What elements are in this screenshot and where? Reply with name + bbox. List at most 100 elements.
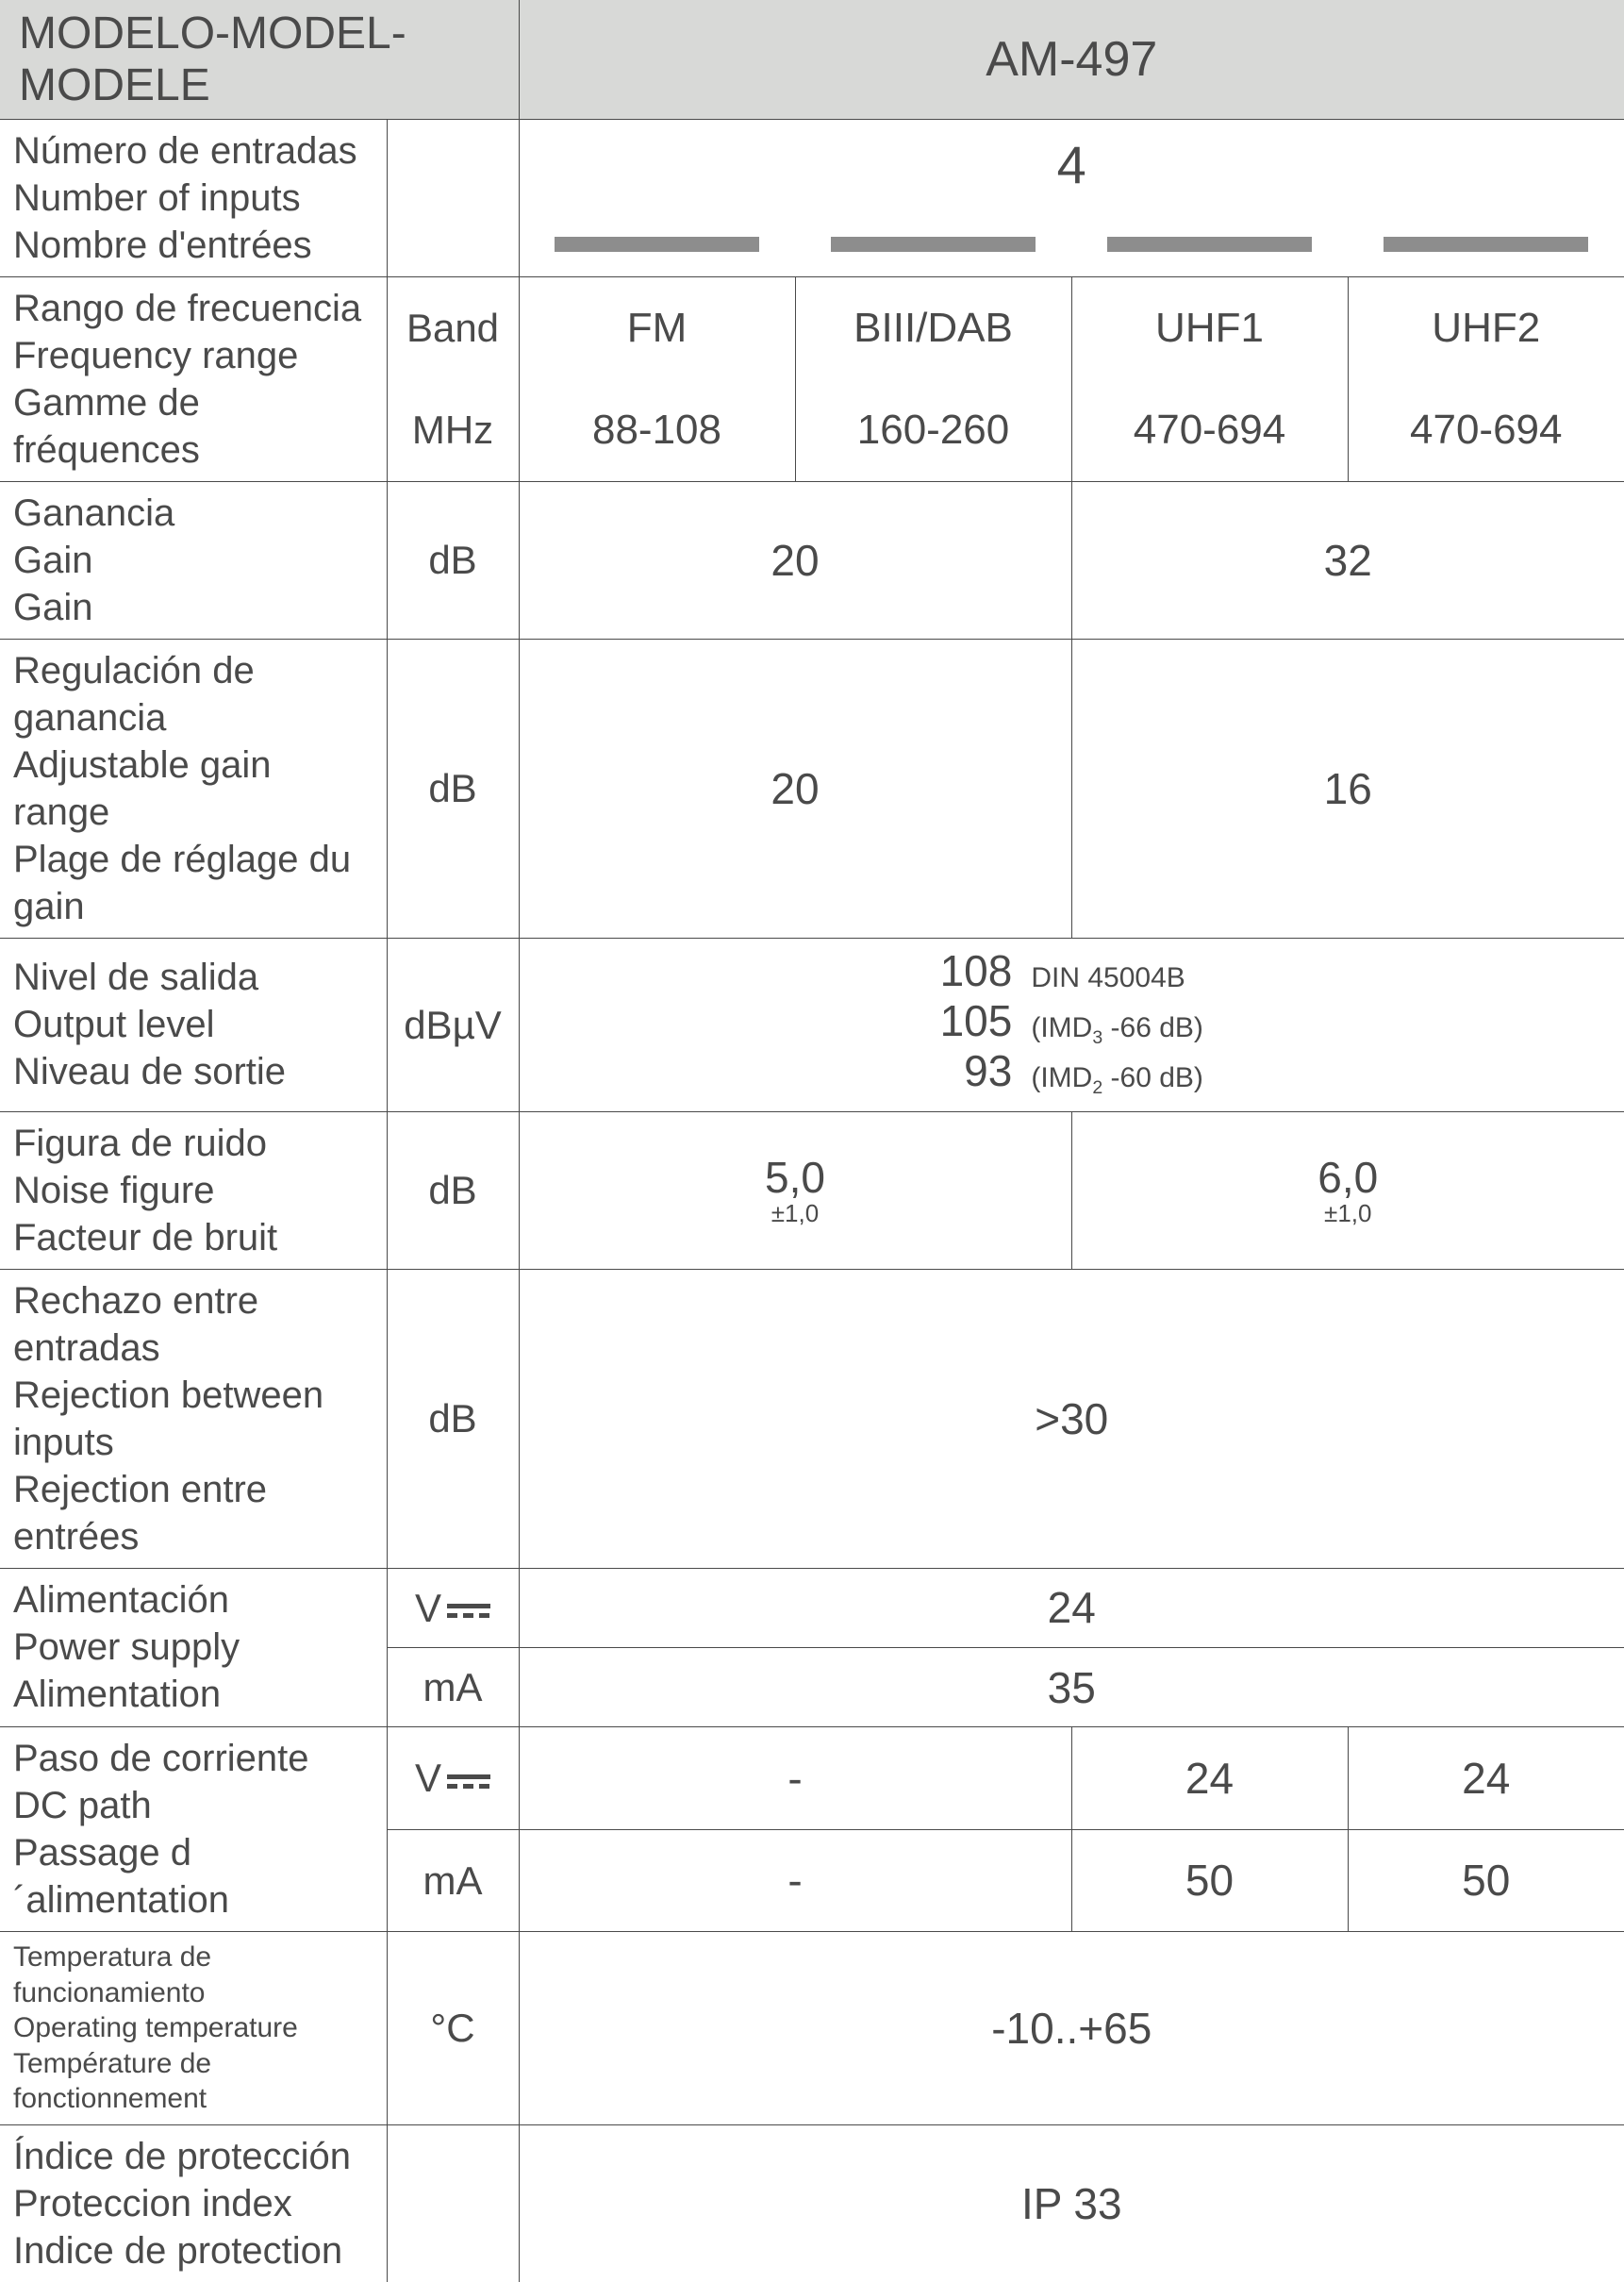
label-es: Rango de frecuencia: [13, 288, 361, 329]
row-adjgain: Regulación de ganancia Adjustable gain r…: [0, 640, 1624, 939]
label-fr: Gamme de fréquences: [13, 382, 200, 471]
unit-power-v: V: [387, 1568, 519, 1647]
label-en: Operating temperature: [13, 2012, 298, 2043]
label-noise: Figura de ruido Noise figure Facteur de …: [0, 1111, 387, 1269]
value-inputs: 4: [519, 120, 1624, 209]
label-es: Regulación de ganancia: [13, 650, 255, 739]
label-fr: Rejection entre entrées: [13, 1469, 267, 1557]
label-es: Paso de corriente: [13, 1738, 309, 1779]
unit-rejection: dB: [387, 1269, 519, 1568]
unit-dc-v: V: [387, 1727, 519, 1830]
out-t1: DIN 45004B: [1031, 962, 1185, 993]
label-dc: Paso de corriente DC path Passage d´alim…: [0, 1727, 387, 1932]
spec-table: MODELO-MODEL-MODELE AM-497 Número de ent…: [0, 0, 1624, 2282]
dc-ma-b3: 50: [1348, 1829, 1624, 1932]
label-es: Temperatura de funcionamiento: [13, 1941, 211, 2008]
label-en: Proteccion index: [13, 2183, 292, 2224]
band-dab: BIII/DAB: [795, 277, 1071, 380]
bar-2: [795, 209, 1071, 277]
label-fr: Plage de réglage du gain: [13, 839, 351, 927]
unit-power-ma: mA: [387, 1647, 519, 1726]
mhz-uhf2: 470-694: [1348, 379, 1624, 482]
label-en: Number of inputs: [13, 177, 301, 219]
unit-protection: [387, 2124, 519, 2282]
bar-4: [1348, 209, 1624, 277]
noise-left: 5,0 ±1,0: [519, 1111, 1071, 1269]
row-noise: Figura de ruido Noise figure Facteur de …: [0, 1111, 1624, 1269]
gain-right: 32: [1071, 482, 1624, 640]
unit-empty: [387, 120, 519, 277]
dc-symbol-icon: [447, 1774, 490, 1789]
label-en: Power supply: [13, 1626, 240, 1668]
band-uhf1: UHF1: [1071, 277, 1348, 380]
row-rejection: Rechazo entre entradas Rejection between…: [0, 1269, 1624, 1568]
gain-left: 20: [519, 482, 1071, 640]
label-gain: Ganancia Gain Gain: [0, 482, 387, 640]
header-row: MODELO-MODEL-MODELE AM-497: [0, 0, 1624, 120]
label-es: Índice de protección: [13, 2136, 351, 2177]
label-power: Alimentación Power supply Alimentation: [0, 1568, 387, 1726]
row-inputs-value: Número de entradas Number of inputs Nomb…: [0, 120, 1624, 209]
row-gain: Ganancia Gain Gain dB 20 32: [0, 482, 1624, 640]
unit-adjgain: dB: [387, 640, 519, 939]
noise-tol-left: ±1,0: [533, 1199, 1058, 1228]
label-en: Gain: [13, 540, 93, 581]
unit-gain: dB: [387, 482, 519, 640]
unit-mhz: MHz: [387, 379, 519, 482]
label-fr: Indice de protection: [13, 2230, 342, 2272]
out-n3: 93: [964, 1046, 1012, 1095]
power-v-value: 24: [519, 1568, 1624, 1647]
protection-value: IP 33: [519, 2124, 1624, 2282]
dc-ma-b2: 50: [1071, 1829, 1348, 1932]
label-es: Rechazo entre entradas: [13, 1280, 258, 1369]
label-en: Noise figure: [13, 1170, 214, 1211]
band-uhf2: UHF2: [1348, 277, 1624, 380]
label-en: Rejection between inputs: [13, 1374, 323, 1463]
adjgain-right: 16: [1071, 640, 1624, 939]
bar-3: [1071, 209, 1348, 277]
dc-v-a3: 24: [1348, 1727, 1624, 1830]
adjgain-left: 20: [519, 640, 1071, 939]
mhz-fm: 88-108: [519, 379, 795, 482]
out-n1: 108: [940, 946, 1013, 995]
dc-symbol-icon: [447, 1604, 490, 1618]
noise-tol-right: ±1,0: [1085, 1199, 1612, 1228]
label-en: DC path: [13, 1785, 152, 1826]
output-values: 108 105 93 DIN 45004B (IMD3 -66 dB) (IMD…: [519, 939, 1624, 1112]
rejection-value: >30: [519, 1269, 1624, 1568]
out-t3: (IMD2 -60 dB): [1031, 1062, 1203, 1093]
label-inputs: Número de entradas Number of inputs Nomb…: [0, 120, 387, 277]
label-fr: Facteur de bruit: [13, 1217, 277, 1258]
label-protection: Índice de protección Proteccion index In…: [0, 2124, 387, 2282]
label-en: Adjustable gain range: [13, 744, 272, 833]
label-output: Nivel de salida Output level Niveau de s…: [0, 939, 387, 1112]
row-freq-band: Rango de frecuencia Frequency range Gamm…: [0, 277, 1624, 380]
out-n2: 105: [940, 996, 1013, 1045]
unit-output: dBµV: [387, 939, 519, 1112]
power-ma-value: 35: [519, 1647, 1624, 1726]
band-fm: FM: [519, 277, 795, 380]
out-t2: (IMD3 -66 dB): [1031, 1012, 1203, 1043]
label-es: Nivel de salida: [13, 957, 258, 998]
row-temp: Temperatura de funcionamiento Operating …: [0, 1932, 1624, 2125]
unit-temp: °C: [387, 1932, 519, 2125]
label-adjgain: Regulación de ganancia Adjustable gain r…: [0, 640, 387, 939]
row-output: Nivel de salida Output level Niveau de s…: [0, 939, 1624, 1112]
label-es: Alimentación: [13, 1579, 229, 1621]
temp-value: -10..+65: [519, 1932, 1624, 2125]
row-protection: Índice de protección Proteccion index In…: [0, 2124, 1624, 2282]
dc-ma-b1: -: [519, 1829, 1071, 1932]
label-fr: Nombre d'entrées: [13, 225, 312, 266]
unit-noise: dB: [387, 1111, 519, 1269]
unit-band: Band: [387, 277, 519, 380]
label-freq: Rango de frecuencia Frequency range Gamm…: [0, 277, 387, 482]
label-es: Número de entradas: [13, 130, 357, 172]
row-power-v: Alimentación Power supply Alimentation V…: [0, 1568, 1624, 1647]
header-model: AM-497: [519, 0, 1624, 120]
mhz-dab: 160-260: [795, 379, 1071, 482]
unit-dc-ma: mA: [387, 1829, 519, 1932]
bar-1: [519, 209, 795, 277]
dc-v-a2: 24: [1071, 1727, 1348, 1830]
label-fr: Température de fonctionnement: [13, 2048, 211, 2115]
row-dc-v: Paso de corriente DC path Passage d´alim…: [0, 1727, 1624, 1830]
